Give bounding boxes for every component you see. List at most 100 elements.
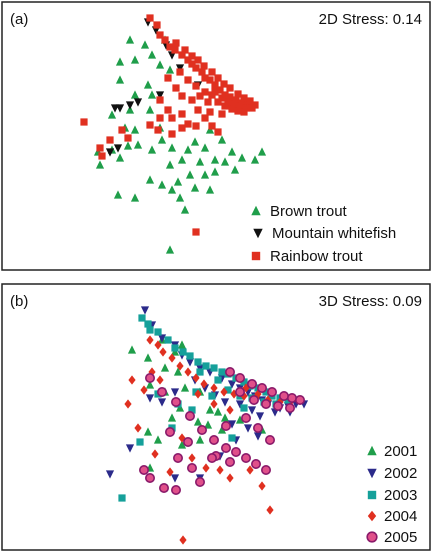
point-rainbow-trout-6	[178, 51, 186, 59]
point-2004-2	[159, 347, 167, 357]
point-brown-trout-46	[145, 175, 155, 184]
point-2005-16	[171, 484, 182, 495]
point-2005-2	[171, 396, 182, 407]
point-2005-35	[241, 412, 252, 423]
point-brown-trout-44	[230, 165, 240, 174]
point-brown-trout-52	[130, 193, 140, 202]
point-rainbow-trout-35	[224, 98, 232, 106]
point-rainbow-trout-43	[221, 102, 229, 110]
point-2005-14	[187, 462, 198, 473]
point-2004-31	[226, 473, 234, 483]
point-2003-6	[179, 348, 187, 356]
point-rainbow-trout-38	[242, 104, 250, 112]
point-rainbow-trout-68	[80, 118, 88, 126]
point-2004-37	[179, 535, 187, 545]
point-2004-23	[128, 375, 136, 385]
point-brown-trout-27	[167, 143, 177, 152]
point-rainbow-trout-27	[214, 74, 222, 82]
legend-marker-brown-trout-shape	[251, 205, 261, 216]
point-rainbow-trout-64	[118, 126, 126, 134]
point-2003-9	[202, 362, 210, 370]
point-2002-39	[125, 444, 135, 453]
point-rainbow-trout-41	[208, 91, 216, 99]
point-brown-trout-9	[143, 80, 153, 89]
point-brown-trout-48	[113, 190, 123, 199]
point-2005-5	[209, 434, 220, 445]
point-brown-trout-19	[217, 135, 227, 144]
point-2003-7	[186, 352, 194, 360]
point-brown-trout-34	[210, 155, 220, 164]
point-2003-0	[138, 314, 146, 322]
point-2004-20	[226, 405, 234, 415]
point-2002-36	[157, 398, 167, 407]
point-rainbow-trout-28	[220, 80, 228, 88]
point-2003-1	[144, 320, 152, 328]
point-2004-22	[156, 375, 164, 385]
point-rainbow-trout-71	[192, 122, 200, 130]
point-2005-9	[251, 458, 262, 469]
legend-marker-2003-shape	[367, 490, 377, 500]
point-rainbow-trout-59	[164, 106, 172, 114]
point-rainbow-trout-31	[240, 94, 248, 102]
point-brown-trout-31	[237, 153, 247, 162]
point-2002-0	[140, 306, 150, 315]
legend-marker-rainbow-trout	[251, 251, 261, 261]
point-rainbow-trout-36	[230, 100, 238, 108]
point-brown-trout-6	[155, 60, 165, 69]
point-brown-trout-39	[165, 160, 175, 169]
point-2005-1	[157, 386, 168, 397]
point-rainbow-trout-34	[218, 94, 226, 102]
point-rainbow-trout-37	[236, 102, 244, 110]
point-2005-37	[264, 434, 275, 445]
legend-marker-2002-shape	[367, 468, 377, 479]
point-2005-29	[294, 394, 305, 405]
legend-label-2002: 2002	[384, 465, 417, 482]
point-2001-17	[143, 427, 153, 436]
point-mountain-whitefish-12	[105, 148, 115, 157]
legend-marker-brown-trout	[251, 205, 261, 216]
point-brown-trout-41	[173, 177, 183, 186]
point-brown-trout-28	[183, 145, 193, 154]
legend-marker-2003	[367, 490, 377, 500]
legend-label-mountain-whitefish: Mountain whitefish	[272, 225, 396, 242]
point-2004-25	[124, 399, 132, 409]
point-2004-34	[266, 505, 274, 515]
point-2005-23	[235, 372, 246, 383]
panel-b-points	[105, 306, 309, 545]
point-rainbow-trout-51	[184, 76, 192, 84]
legend-marker-2001	[367, 445, 377, 456]
point-rainbow-trout-30	[234, 90, 242, 98]
point-2003-8	[194, 358, 202, 366]
point-2001-11	[205, 405, 215, 414]
point-rainbow-trout-45	[234, 107, 242, 115]
point-brown-trout-30	[227, 147, 237, 156]
point-2001-23	[217, 425, 227, 434]
point-rainbow-trout-75	[214, 128, 222, 136]
point-rainbow-trout-12	[206, 76, 214, 84]
point-rainbow-trout-32	[246, 97, 254, 105]
point-2001-9	[180, 383, 190, 392]
point-brown-trout-38	[250, 155, 260, 164]
point-2004-26	[134, 423, 142, 433]
point-2003-11	[218, 368, 226, 376]
point-rainbow-trout-48	[196, 92, 204, 100]
point-2003-22	[214, 376, 222, 384]
point-brown-trout-40	[220, 157, 230, 166]
point-2005-36	[253, 422, 264, 433]
point-brown-trout-11	[147, 90, 157, 99]
point-2005-28	[286, 392, 297, 403]
point-2004-18	[194, 389, 202, 399]
legend-label-rainbow-trout: Rainbow trout	[270, 248, 363, 265]
point-2002-23	[235, 400, 245, 409]
point-rainbow-trout-13	[211, 81, 219, 89]
point-2001-20	[177, 440, 187, 449]
point-brown-trout-23	[190, 137, 200, 146]
panel-a-frame	[1, 1, 431, 271]
point-rainbow-trout-47	[192, 82, 200, 90]
point-2001-7	[145, 380, 155, 389]
panel-a-legend: Brown trout Mountain whitefish Rainbow t…	[251, 203, 396, 265]
point-rainbow-trout-69	[98, 152, 106, 160]
point-2005-0	[145, 372, 156, 383]
point-2002-28	[227, 420, 237, 429]
